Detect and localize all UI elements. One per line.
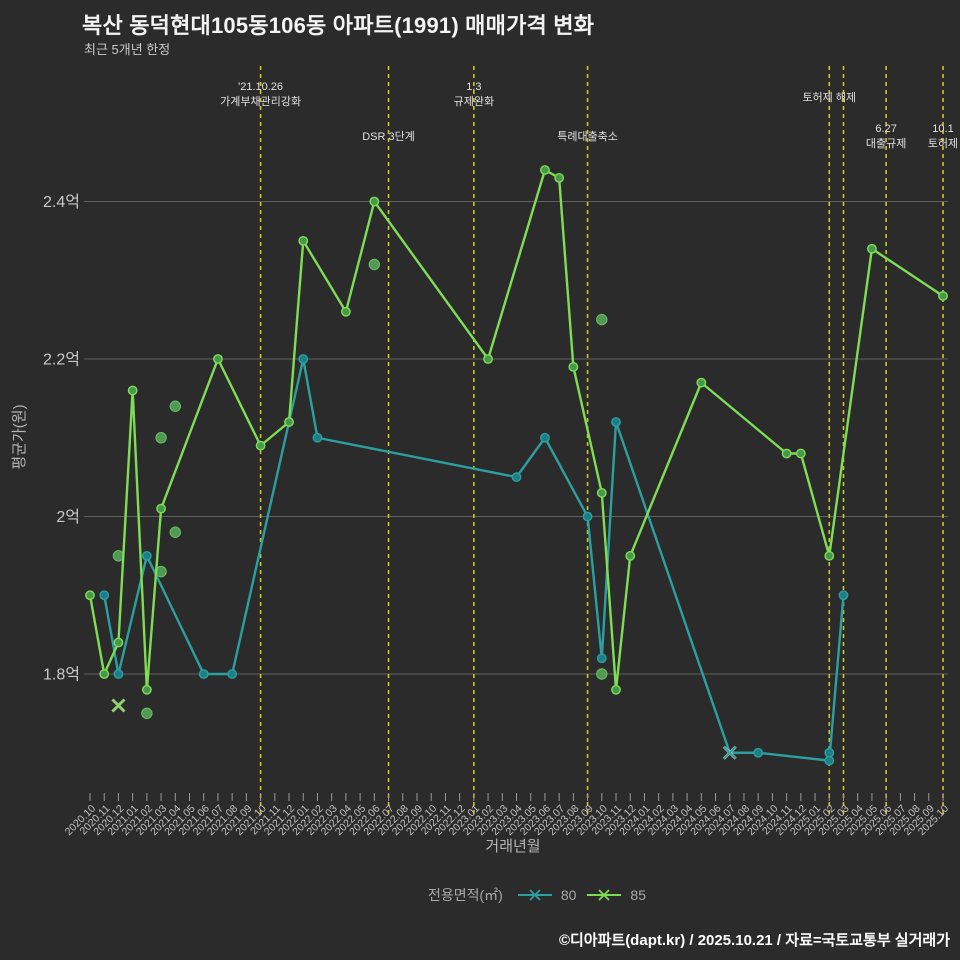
data-point	[298, 354, 309, 364]
source-credit: ©디아파트(dapt.kr) / 2025.10.21 / 자료=국토교통부 실…	[558, 932, 950, 949]
event-label: 토허제 해제	[802, 90, 856, 104]
y-tick-label: 2.4억	[43, 193, 80, 211]
data-point	[369, 196, 380, 207]
legend-item-80: 80	[517, 887, 577, 903]
data-point	[312, 432, 323, 443]
data-point	[227, 669, 238, 679]
event-label: 1.3	[466, 81, 481, 93]
data-point	[156, 503, 166, 514]
data-point	[824, 747, 835, 758]
data-point	[99, 590, 110, 601]
series-85	[85, 165, 948, 713]
data-point	[781, 448, 792, 459]
data-point	[113, 669, 124, 679]
legend-item-85: 85	[586, 887, 646, 903]
data-point	[85, 590, 95, 601]
y-tick-label: 2억	[56, 508, 80, 526]
y-tick-label: 2.2억	[43, 351, 80, 369]
scatter-point	[169, 400, 182, 412]
legend-item-85-label: 85	[630, 887, 647, 903]
event-label: 10.1	[932, 123, 953, 135]
scatter-point	[596, 668, 608, 680]
series-85-line	[88, 168, 945, 691]
legend-marker-80-icon	[517, 889, 552, 901]
data-point	[213, 354, 223, 364]
scatter-point	[596, 313, 608, 326]
y-axis-title: 평균가(원)	[11, 404, 28, 469]
data-point	[696, 377, 707, 388]
data-point	[611, 684, 621, 695]
data-point	[867, 243, 877, 254]
scatter-points	[112, 258, 608, 720]
event-label: 가계부채관리강화	[220, 95, 301, 108]
event-label: '21.10.26	[238, 81, 283, 93]
data-point	[99, 669, 110, 679]
scatter-point	[169, 526, 182, 538]
data-point	[511, 472, 522, 483]
data-point	[483, 354, 493, 364]
scatter-point	[141, 707, 153, 720]
legend-item-80-label: 80	[560, 887, 577, 903]
x-marker	[111, 698, 126, 713]
data-point	[198, 669, 209, 679]
data-point	[340, 306, 351, 317]
data-point	[540, 432, 550, 443]
legend-x-marker	[598, 889, 611, 901]
event-label: DSR 3단계	[362, 130, 415, 143]
legend-x-marker	[529, 889, 541, 901]
data-point	[795, 448, 806, 459]
scatter-point	[155, 432, 167, 444]
event-label: 특례대출축소	[557, 130, 618, 143]
series-80	[99, 354, 849, 766]
data-point	[298, 235, 309, 246]
data-point	[596, 487, 607, 498]
data-point	[625, 550, 636, 561]
data-point	[568, 361, 579, 372]
legend-title: 전용면적(㎡)	[427, 887, 503, 903]
data-point	[582, 511, 593, 522]
data-point	[540, 165, 550, 175]
data-point	[838, 590, 849, 601]
event-label: 6.27	[875, 123, 896, 135]
event-label: 대출규제	[866, 137, 906, 150]
y-tick-label: 1.8억	[43, 666, 80, 684]
event-label: 규제완화	[454, 95, 494, 108]
x-marker	[723, 746, 737, 760]
chart-legend: 전용면적(㎡) 80 85	[428, 885, 646, 905]
data-point	[141, 684, 152, 695]
event-label: 토허제	[928, 137, 958, 150]
data-point	[596, 653, 607, 664]
data-point	[113, 637, 124, 648]
x-axis-title: 거래년월	[485, 838, 540, 855]
data-point	[938, 291, 948, 301]
legend-marker-85-icon	[587, 889, 622, 901]
scatter-point	[368, 258, 381, 271]
data-point	[753, 747, 764, 758]
data-point	[284, 417, 294, 427]
page-title: 복산 동덕현대105동106동 아파트(1991) 매매가격 변화	[82, 13, 595, 38]
data-point	[824, 755, 835, 766]
data-point	[127, 385, 138, 396]
data-point	[554, 172, 565, 183]
x-axis-ticks: 2020.102020.112020.122021.012021.022021.…	[63, 793, 951, 838]
page-subtitle: 최근 5개년 한정	[84, 42, 171, 57]
data-point	[141, 550, 152, 561]
gridlines: 1.8억 2억 2.2억 2.4억	[43, 193, 948, 684]
data-point	[611, 417, 621, 427]
data-point	[824, 550, 835, 561]
data-point	[255, 440, 266, 451]
